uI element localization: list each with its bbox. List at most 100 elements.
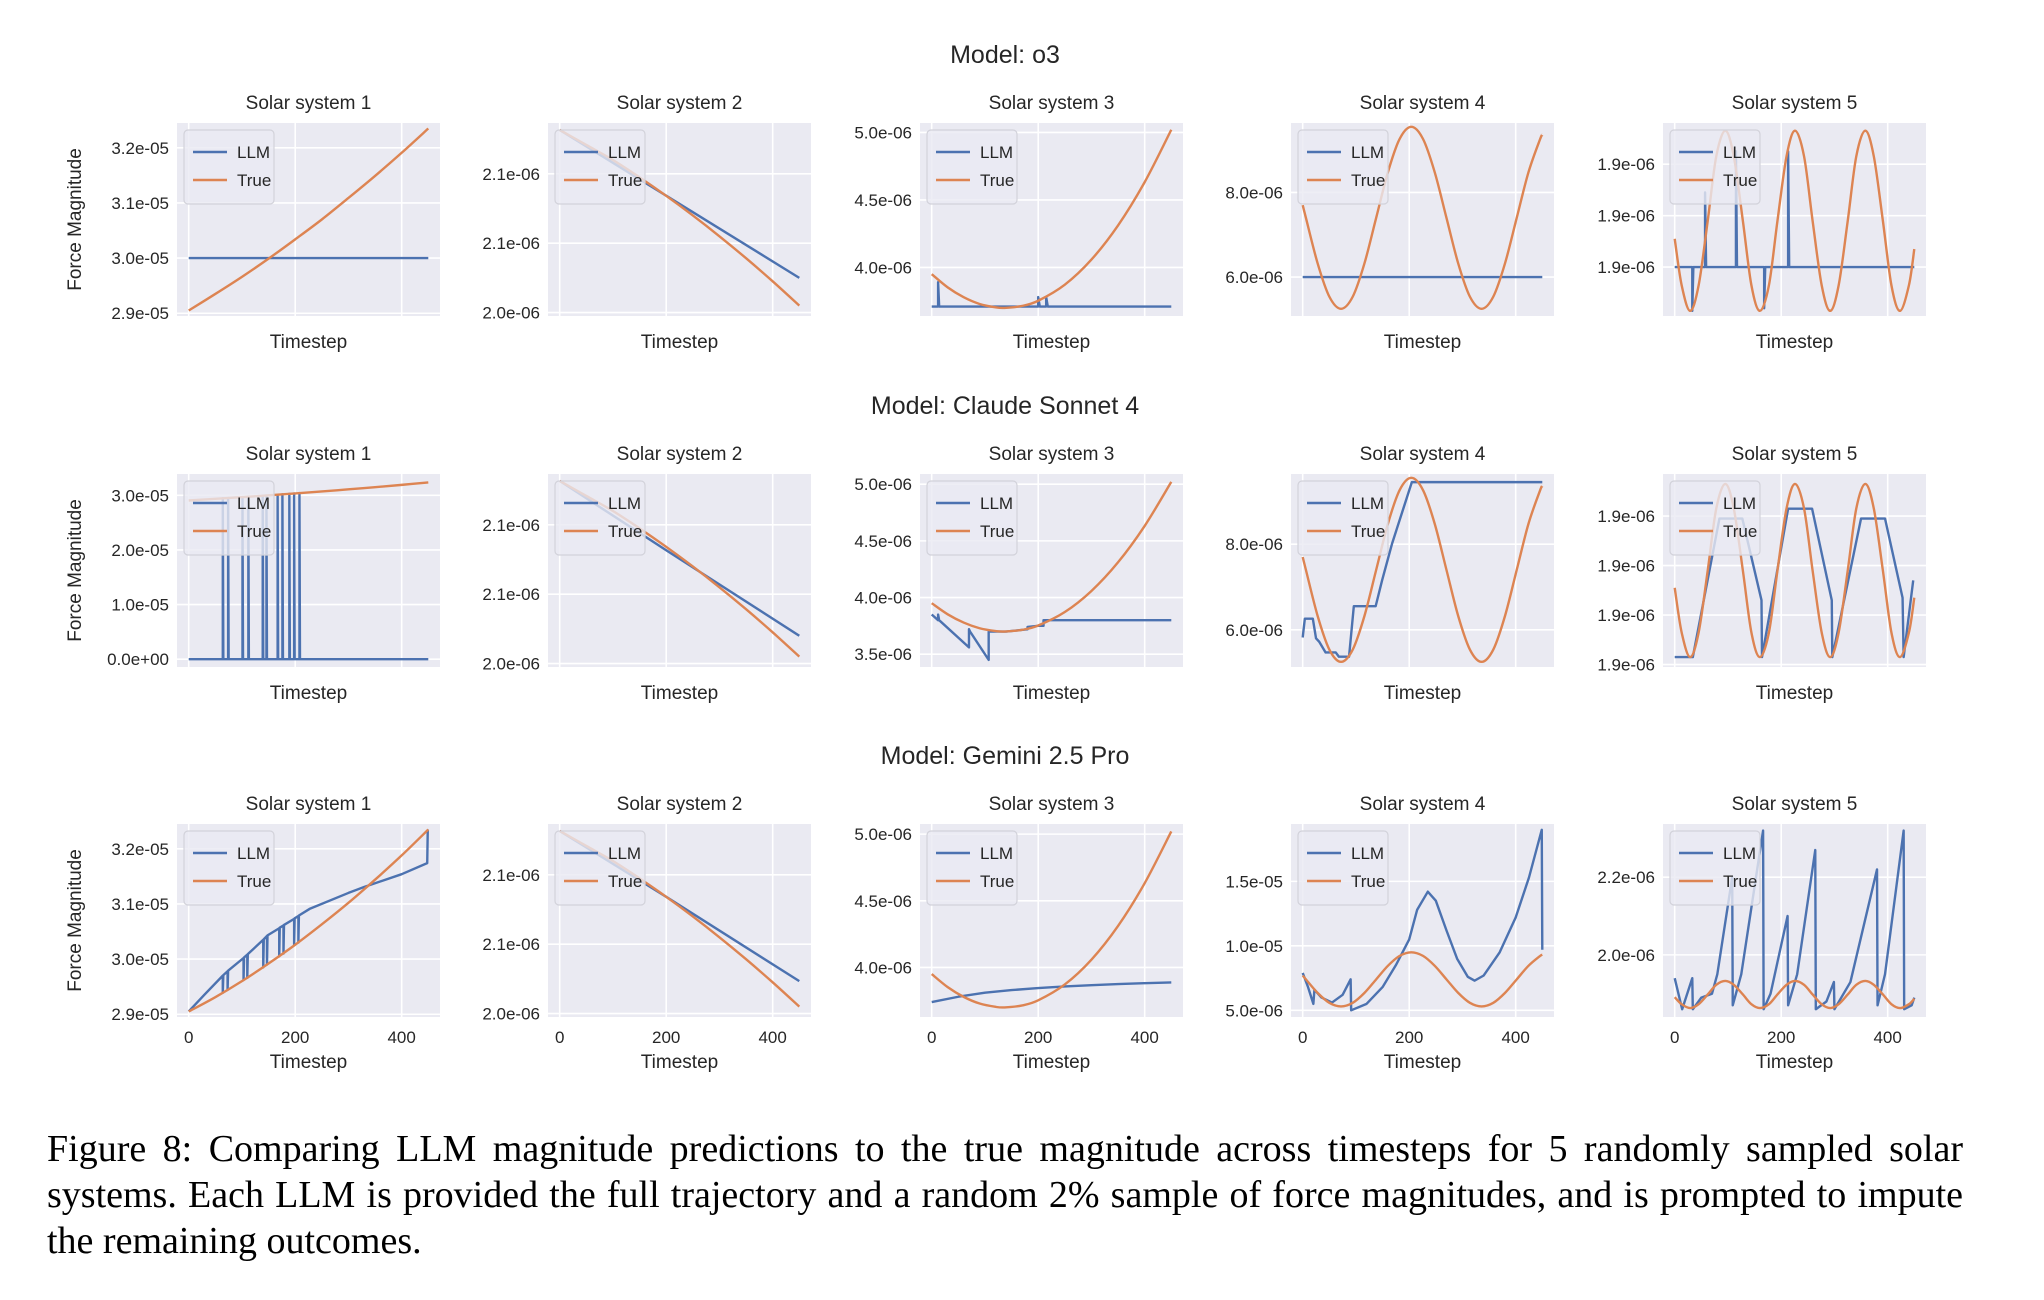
series-line-llm [187,829,429,1013]
legend-label: LLM [1723,143,1756,162]
legend-label: True [1723,171,1757,190]
x-axis-label: Timestep [1384,1052,1461,1073]
series-line-true [1301,476,1544,664]
legend: LLM True [1669,830,1761,906]
legend-label: True [1723,522,1757,541]
y-tick-label: 4.0e-06 [854,258,912,277]
subplot-3-5: Solar system 5 0 200 400 2.0e-06 2.2e-06 Times… [1597,794,1926,1073]
legend-box [1297,830,1389,906]
legend-box [926,129,1018,205]
series-group [188,127,430,312]
y-tick-label: 1.5e-05 [1225,872,1283,891]
subplot-3-2: Solar system 2 0 200 400 2.0e-06 2.1e-06 2.1e-… [482,794,811,1073]
legend-box [554,129,646,205]
x-axis-label: Timestep [270,683,347,704]
legend-label: LLM [608,844,641,863]
legend-label: True [1351,171,1385,190]
y-tick-label: 2.0e-06 [1597,946,1655,965]
subplot-2-1: Solar system 1 0.0e+00 1.0e-05 2.0e-05 3.0e-… [65,444,440,704]
subplot-2-3: Solar system 3 3.5e-06 4.0e-06 4.5e-06 5.0e-… [854,444,1183,704]
x-tick-label: 0 [1670,1028,1679,1047]
y-tick-label: 3.0e-05 [111,950,169,969]
legend-label: LLM [1351,143,1384,162]
legend: LLM True [183,830,275,906]
y-tick-label: 2.0e-06 [482,304,540,323]
y-tick-label: 1.9e-06 [1597,557,1655,576]
series-group [1301,828,1544,1012]
y-tick-label: 1.0e-05 [111,596,169,615]
subplot-2-2: Solar system 2 2.0e-06 2.1e-06 2.1e-06 Times… [482,444,811,704]
subplot-title: Solar system 4 [1360,93,1486,114]
series-line-true [1673,979,1916,1010]
x-tick-label: 200 [281,1028,309,1047]
subplot-title: Solar system 5 [1732,794,1858,815]
y-tick-label: 3.0e-05 [111,249,169,268]
legend: LLM True [1297,129,1389,205]
legend-label: LLM [980,494,1013,513]
y-tick-label: 2.1e-06 [482,516,540,535]
legend-label: LLM [980,844,1013,863]
legend-box [926,830,1018,906]
y-tick-label: 6.0e-06 [1225,621,1283,640]
x-axis-label: Timestep [1013,332,1090,353]
x-axis-label: Timestep [1384,683,1461,704]
series-line-true [1301,951,1544,1008]
x-tick-label: 400 [758,1028,786,1047]
legend-box [1669,129,1761,205]
legend-label: True [980,171,1014,190]
legend: LLM True [554,480,646,556]
subplot-title: Solar system 4 [1360,444,1486,465]
subplot-title: Solar system 1 [246,444,372,465]
x-axis-label: Timestep [641,683,718,704]
series-line-llm [931,981,1172,1004]
y-tick-label: 2.0e-05 [111,541,169,560]
legend-label: LLM [237,143,270,162]
subplot-2-4: Solar system 4 6.0e-06 8.0e-06 Timestep LLM T… [1225,444,1554,704]
x-tick-label: 0 [184,1028,193,1047]
subplot-title: Solar system 5 [1732,93,1858,114]
y-tick-label: 2.1e-06 [482,234,540,253]
y-tick-label: 3.0e-05 [111,486,169,505]
x-axis-label: Timestep [270,1052,347,1073]
series-line-true [930,129,1173,310]
subplot-3-4: Solar system 4 0 200 400 5.0e-06 1.0e-05 1.5e-… [1225,794,1554,1073]
y-tick-label: 4.5e-06 [854,191,912,210]
legend-box [1669,830,1761,906]
legend-label: LLM [1351,494,1384,513]
subplot-3-3: Solar system 3 0 200 400 4.0e-06 4.5e-06 5.0e-… [854,794,1183,1073]
x-axis-label: Timestep [1756,332,1833,353]
y-tick-label: 8.0e-06 [1225,535,1283,554]
legend-label: True [237,171,271,190]
subplot-title: Solar system 2 [617,444,743,465]
y-axis-label: Force Magnitude [65,499,86,642]
series-group [187,828,430,1013]
y-tick-label: 5.0e-06 [854,475,912,494]
subplot-3-1: Solar system 1 0 200 400 2.9e-05 3.0e-05 3.1e-… [65,794,440,1073]
series-line-true [188,127,430,312]
y-tick-label: 4.5e-06 [854,892,912,911]
y-tick-label: 1.9e-06 [1597,258,1655,277]
x-tick-label: 400 [1501,1028,1529,1047]
series-line-true [188,828,430,1013]
legend-label: True [608,171,642,190]
y-tick-label: 4.0e-06 [854,589,912,608]
y-tick-label: 2.9e-05 [111,304,169,323]
x-tick-label: 0 [927,1028,936,1047]
y-tick-label: 5.0e-06 [854,123,912,142]
legend: LLM True [926,480,1018,556]
x-tick-label: 200 [652,1028,680,1047]
x-axis-label: Timestep [641,1052,718,1073]
legend: LLM True [1297,830,1389,906]
y-tick-label: 5.0e-06 [854,825,912,844]
y-tick-label: 1.9e-06 [1597,507,1655,526]
y-tick-label: 3.1e-05 [111,895,169,914]
legend-label: True [1723,872,1757,891]
y-tick-label: 8.0e-06 [1225,183,1283,202]
y-tick-label: 1.0e-05 [1225,937,1283,956]
y-axis-label: Force Magnitude [65,849,86,992]
model-title: Model: o3 [950,41,1060,69]
y-tick-label: 1.9e-06 [1597,656,1655,675]
legend-box [183,480,275,556]
legend-label: LLM [237,844,270,863]
legend: LLM True [1669,129,1761,205]
